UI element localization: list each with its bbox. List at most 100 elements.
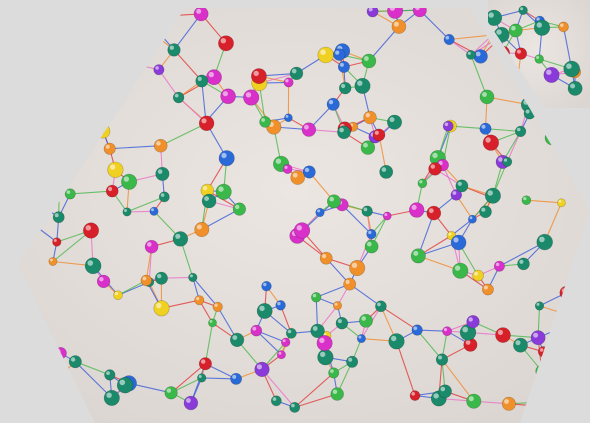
network-node-highlight: [50, 60, 56, 66]
network-edge: [566, 400, 580, 410]
network-node-highlight: [413, 326, 418, 331]
network-node: [250, 68, 267, 84]
network-node-highlight: [232, 335, 238, 340]
network-node: [580, 407, 590, 418]
network-node-highlight: [114, 292, 118, 296]
network-node-highlight: [547, 132, 553, 138]
network-node: [438, 384, 452, 399]
network-node: [153, 300, 170, 317]
network-node-highlight: [317, 209, 321, 213]
network-node-highlight: [374, 130, 379, 135]
network-node: [391, 19, 407, 34]
network-node: [537, 346, 549, 358]
network-node: [141, 12, 151, 22]
network-node: [281, 337, 291, 347]
network-edge: [395, 341, 416, 396]
network-node: [428, 162, 442, 176]
network-node-highlight: [197, 76, 202, 81]
corner-node: [488, 9, 503, 26]
network-edge: [30, 138, 57, 152]
network-node-highlight: [175, 233, 181, 239]
network-node: [282, 164, 293, 174]
network-node: [465, 50, 476, 60]
network-node-highlight: [201, 118, 207, 124]
network-node: [103, 389, 120, 406]
corner-node-highlight: [546, 69, 552, 75]
network-node: [335, 317, 349, 330]
network-node-highlight: [63, 37, 66, 41]
network-node-highlight: [329, 196, 335, 202]
network-edge: [43, 82, 79, 90]
network-node-highlight: [469, 216, 473, 220]
network-node: [194, 222, 210, 238]
corner-node-highlight: [496, 29, 502, 35]
network-edge: [552, 137, 574, 145]
network-edge: [30, 150, 58, 167]
network-edge: [127, 23, 142, 31]
network-edge: [28, 39, 67, 63]
network-node: [455, 179, 469, 193]
network-edge: [20, 23, 45, 84]
network-node-highlight: [291, 68, 297, 74]
network-node-highlight: [497, 329, 503, 335]
network-node-highlight: [123, 176, 130, 182]
network-node: [55, 115, 72, 132]
network-node: [270, 395, 282, 407]
network-node: [366, 8, 379, 18]
network-node: [144, 239, 159, 254]
network-node: [275, 300, 286, 311]
network-node-highlight: [419, 180, 423, 184]
network-node-highlight: [438, 355, 442, 360]
network-node-highlight: [87, 260, 94, 266]
network-node-highlight: [292, 172, 298, 178]
network-node-highlight: [533, 332, 539, 338]
network-node-highlight: [475, 51, 481, 57]
network-edge: [549, 107, 553, 138]
network-node-highlight: [443, 328, 448, 332]
network-edge: [555, 133, 584, 141]
network-node-highlight: [54, 213, 59, 218]
network-node: [158, 191, 170, 203]
network-node: [215, 183, 232, 200]
network-edge: [100, 40, 124, 66]
network-node: [24, 143, 38, 158]
network-node: [346, 355, 359, 368]
network-node-highlight: [252, 326, 257, 331]
network-edge: [23, 138, 57, 143]
network-node-highlight: [291, 403, 295, 408]
network-node: [379, 164, 394, 179]
network-edge: [44, 372, 64, 407]
network-node-highlight: [23, 100, 28, 105]
network-node-highlight: [275, 158, 282, 164]
network-edge: [123, 16, 147, 63]
network-node: [514, 125, 527, 137]
network-node-highlight: [363, 207, 368, 212]
network-node-highlight: [457, 181, 462, 186]
corner-node-highlight: [560, 23, 564, 27]
network-node: [316, 335, 333, 352]
network-node-highlight: [339, 127, 344, 133]
network-node: [481, 283, 494, 296]
network-edge: [368, 26, 400, 62]
network-node: [220, 88, 236, 105]
network-node-highlight: [201, 359, 206, 364]
network-edge: [84, 10, 129, 31]
network-edge: [20, 23, 56, 66]
network-node-highlight: [23, 57, 30, 63]
network-node-highlight: [98, 126, 103, 132]
network-node: [218, 35, 234, 52]
network-node-highlight: [214, 303, 218, 307]
corner-node: [534, 54, 544, 64]
network-edge: [44, 353, 62, 407]
network-edge: [26, 82, 45, 106]
network-node: [188, 272, 198, 283]
network-node: [479, 89, 495, 105]
network-node-highlight: [481, 124, 486, 129]
network-edge: [552, 137, 584, 141]
network-node: [544, 130, 561, 146]
network-node: [79, 8, 90, 17]
network-node: [572, 403, 586, 416]
network-edge: [341, 204, 372, 235]
network-node-highlight: [284, 165, 288, 169]
network-edge: [529, 107, 551, 115]
